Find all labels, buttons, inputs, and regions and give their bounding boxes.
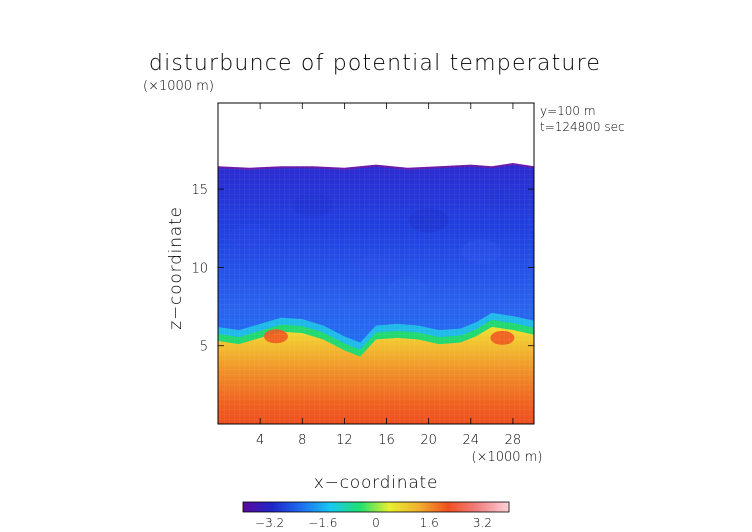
colorbar-tick-label: 1.6: [420, 516, 439, 530]
x-tick-label: 16: [378, 433, 395, 448]
colorbar-tick-label: −1.6: [308, 516, 337, 530]
contour-field: [218, 103, 534, 424]
grid-overlay: [218, 103, 534, 424]
x-tick-label: 24: [463, 433, 480, 448]
x-axis: 4 8 12 16 20 24 28: [256, 103, 521, 448]
colorbar-tick-label: 3.2: [473, 516, 492, 530]
colorbar-ticks: −3.2 −1.6 0 1.6 3.2: [255, 516, 492, 530]
annotation-time: t=124800 sec: [540, 120, 625, 134]
y-tick-label: 10: [191, 261, 208, 276]
annotation-y: y=100 m: [540, 104, 596, 118]
colorbar-tick-label: −3.2: [255, 516, 284, 530]
y-unit-label: (×1000 m): [143, 79, 214, 94]
x-unit-label: (×1000 m): [472, 450, 543, 465]
y-tick-label: 5: [200, 340, 208, 355]
y-axis: 5 10 15: [191, 183, 534, 355]
x-tick-label: 8: [298, 433, 306, 448]
x-tick-label: 12: [336, 433, 353, 448]
colorbar: [242, 501, 510, 513]
y-axis-label: z−coordinate: [166, 206, 186, 329]
x-tick-label: 4: [256, 433, 264, 448]
x-axis-label: x−coordinate: [314, 473, 439, 493]
x-tick-label: 28: [505, 433, 522, 448]
plot-frame: [217, 102, 535, 425]
colorbar-tick-label: 0: [372, 516, 380, 530]
chart-title: disturbunce of potential temperature: [149, 51, 601, 76]
y-tick-label: 15: [191, 183, 208, 198]
x-tick-label: 20: [420, 433, 437, 448]
